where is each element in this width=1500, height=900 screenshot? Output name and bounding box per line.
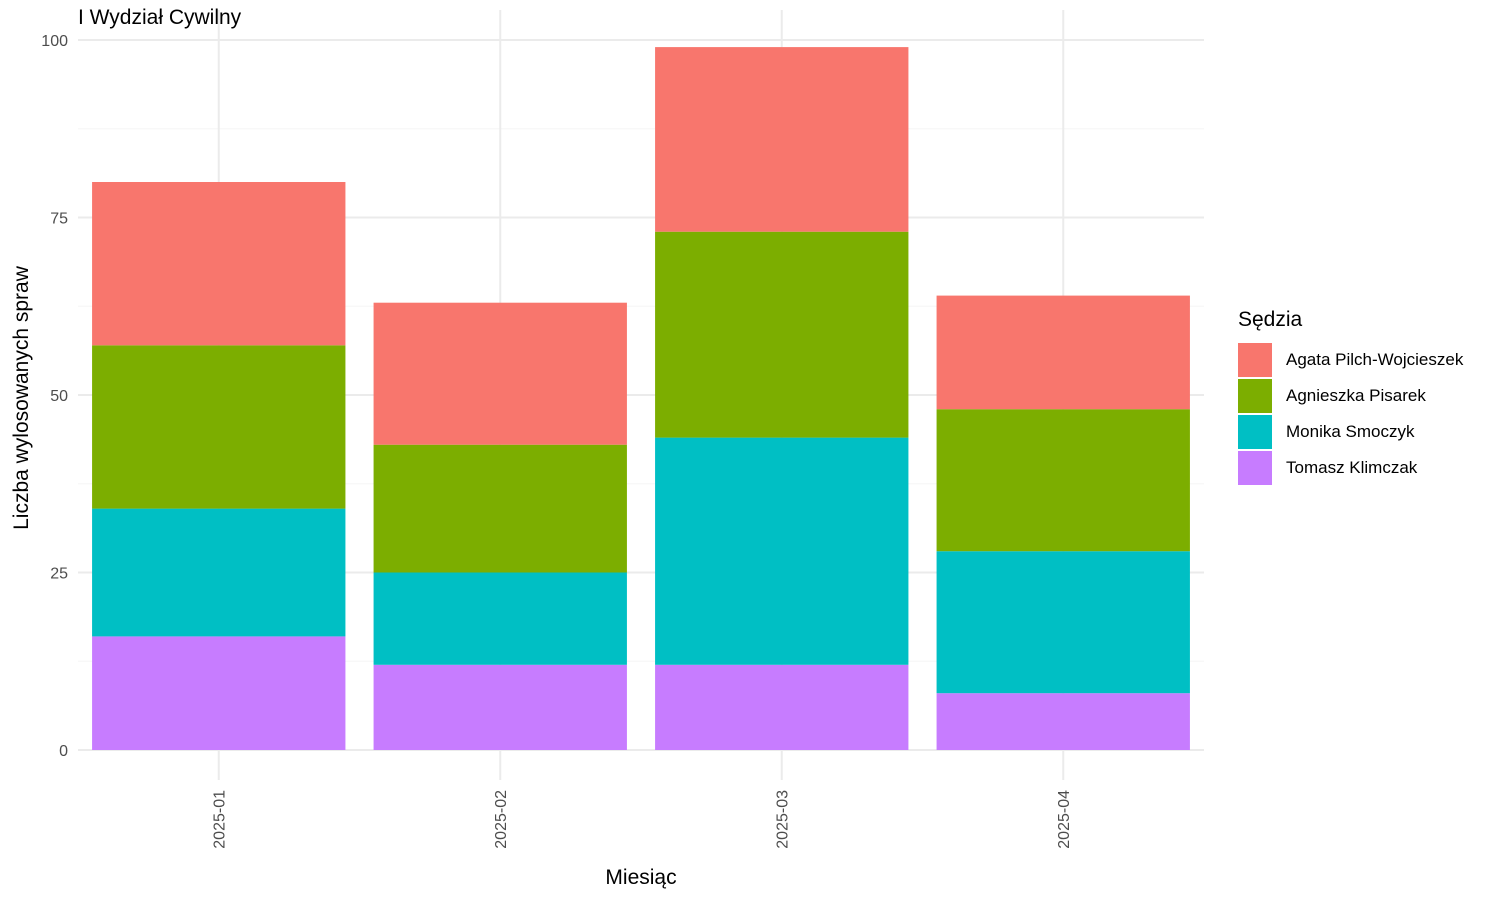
legend-key bbox=[1238, 451, 1272, 485]
bar-segment bbox=[373, 664, 627, 750]
bar-segment bbox=[655, 664, 909, 750]
bar-segment bbox=[655, 437, 909, 665]
y-tick-label: 50 bbox=[50, 388, 68, 405]
legend-label: Agata Pilch-Wojcieszek bbox=[1286, 350, 1464, 369]
y-axis-ticks: 0 25 50 75 100 bbox=[41, 33, 68, 760]
x-axis-ticks: 2025-01 2025-02 2025-03 2025-04 bbox=[211, 790, 1073, 849]
y-axis-label: Liczba wylosowanych spraw bbox=[10, 266, 33, 530]
bar-segment bbox=[655, 47, 909, 232]
legend-label: Agnieszka Pisarek bbox=[1286, 386, 1426, 405]
bar-segment bbox=[92, 508, 346, 637]
bars bbox=[92, 47, 1190, 750]
bar-segment bbox=[936, 295, 1190, 410]
bar-segment bbox=[92, 182, 346, 346]
legend-item: Agata Pilch-Wojcieszek bbox=[1238, 342, 1463, 378]
legend-item: Agnieszka Pisarek bbox=[1238, 378, 1463, 414]
x-tick-label: 2025-01 bbox=[211, 790, 228, 849]
y-tick-label: 0 bbox=[59, 743, 68, 760]
x-tick-label: 2025-03 bbox=[774, 790, 791, 849]
bar-segment bbox=[655, 231, 909, 438]
bar-segment bbox=[373, 444, 627, 573]
legend-key bbox=[1238, 415, 1272, 449]
bar-segment bbox=[373, 572, 627, 665]
chart-title: I Wydział Cywilny bbox=[78, 6, 242, 29]
legend-label: Tomasz Klimczak bbox=[1286, 458, 1418, 477]
bar-segment bbox=[936, 693, 1190, 750]
x-tick-label: 2025-02 bbox=[493, 790, 510, 849]
legend-title: Sędzia bbox=[1238, 308, 1303, 331]
y-tick-label: 75 bbox=[50, 211, 68, 228]
bar-segment bbox=[373, 302, 627, 445]
x-tick-label: 2025-04 bbox=[1056, 790, 1073, 849]
legend-key bbox=[1238, 343, 1272, 377]
legend-item: Tomasz Klimczak bbox=[1238, 450, 1463, 486]
bar-segment bbox=[92, 345, 346, 509]
legend-key bbox=[1238, 379, 1272, 413]
y-tick-label: 100 bbox=[41, 33, 68, 50]
y-tick-label: 25 bbox=[50, 566, 68, 583]
bar-segment bbox=[92, 636, 346, 750]
legend: Sędzia Agata Pilch-Wojcieszek Agnieszka … bbox=[1238, 308, 1463, 486]
legend-item: Monika Smoczyk bbox=[1238, 414, 1463, 450]
bar-segment bbox=[936, 551, 1190, 694]
legend-label: Monika Smoczyk bbox=[1286, 422, 1415, 441]
bar-segment bbox=[936, 409, 1190, 552]
x-axis-label: Miesiąc bbox=[605, 866, 677, 889]
